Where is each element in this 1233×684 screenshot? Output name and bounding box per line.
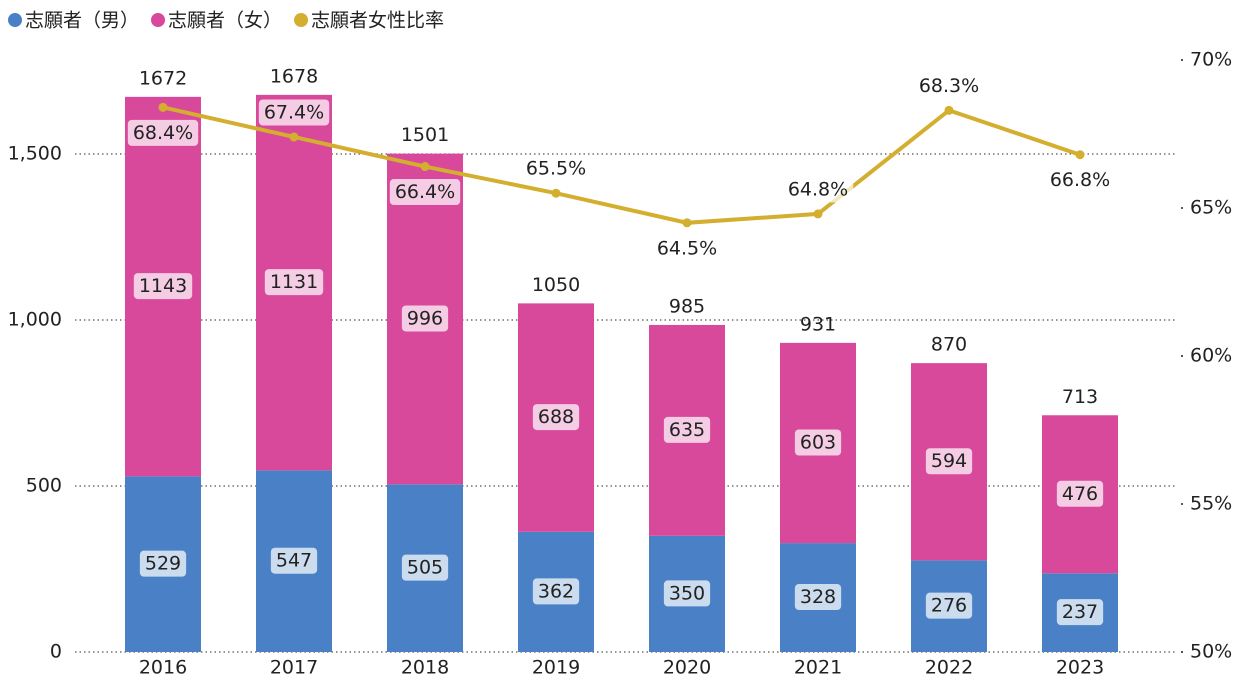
data-label: 529 [145, 553, 181, 575]
data-label: 547 [276, 550, 312, 572]
data-label: 505 [407, 557, 443, 579]
data-label: 66.8% [1050, 169, 1110, 191]
data-label: 1143 [139, 275, 187, 297]
x-tick-label: 2022 [925, 657, 973, 679]
line [162, 105, 1081, 225]
x-tick-label: 2018 [401, 657, 449, 679]
y2-tick-label: 60% [1190, 345, 1232, 367]
data-label: 350 [669, 582, 705, 604]
y-tick-label: 500 [26, 474, 62, 496]
data-label: 328 [800, 586, 836, 608]
label-box [663, 580, 711, 607]
label-box [532, 578, 580, 605]
label-box [794, 584, 842, 611]
label-box [258, 99, 330, 126]
data-label: 68.4% [133, 122, 193, 144]
data-label: 64.8% [788, 178, 848, 200]
data-label: 65.5% [526, 158, 586, 180]
label-box [651, 235, 723, 262]
legend-marker [294, 13, 309, 27]
label-box [913, 72, 985, 99]
y2-tick-label: 70% [1190, 49, 1232, 71]
line-point [944, 105, 954, 115]
y2-tick-label: 65% [1190, 197, 1232, 219]
total-label: 870 [931, 334, 967, 356]
label-box [389, 179, 461, 206]
data-label: 362 [538, 580, 574, 602]
x-tick-label: 2019 [532, 657, 580, 679]
label-box [925, 592, 973, 619]
line-point [682, 218, 692, 228]
label-box [133, 273, 193, 300]
label-box [782, 176, 854, 203]
label-box [1056, 599, 1104, 626]
total-label: 1672 [139, 67, 187, 89]
label-box [520, 155, 592, 182]
y-tick-label: 1,500 [8, 142, 62, 164]
line-point [813, 209, 823, 219]
total-label: 1050 [532, 274, 580, 296]
label-box [270, 547, 318, 574]
legend-label: 志願者女性比率 [311, 10, 444, 32]
data-label: 67.4% [264, 101, 324, 123]
total-label: 931 [800, 313, 836, 335]
data-label: 276 [931, 595, 967, 617]
legend-label: 志願者（女） [168, 10, 282, 32]
label-box [794, 429, 842, 456]
line-point [420, 162, 430, 172]
data-label: 476 [1062, 483, 1098, 505]
legend-marker [8, 13, 22, 27]
x-tick-label: 2021 [794, 657, 842, 679]
x-tick-label: 2016 [139, 657, 187, 679]
data-label: 64.5% [657, 237, 717, 259]
total-label: 713 [1062, 386, 1098, 408]
x-tick-label: 2020 [663, 657, 711, 679]
legend-label: 志願者（男） [25, 10, 139, 32]
label-box [925, 448, 973, 475]
x-tick-label: 2017 [270, 657, 318, 679]
y-tick-label: 0 [50, 641, 62, 663]
label-box [401, 305, 449, 332]
label-box [139, 550, 187, 577]
data-label: 635 [669, 419, 705, 441]
data-label: 603 [800, 431, 836, 453]
label-box [264, 269, 324, 296]
label-box [127, 119, 199, 146]
legend-marker [151, 13, 166, 27]
data-label: 1131 [270, 271, 318, 293]
data-label: 68.3% [919, 75, 979, 97]
label-box [1056, 480, 1104, 507]
label-box [1044, 167, 1116, 194]
line-point [289, 132, 299, 142]
label-box [663, 416, 711, 443]
line-point [551, 188, 561, 198]
data-label: 688 [538, 406, 574, 428]
label-box [401, 554, 449, 581]
total-label: 1501 [401, 124, 449, 146]
data-label: 237 [1062, 601, 1098, 623]
y2-tick-label: 55% [1190, 493, 1232, 515]
line-point [1075, 150, 1085, 160]
data-label: 66.4% [395, 181, 455, 203]
data-label: 594 [931, 450, 967, 472]
data-label: 996 [407, 307, 443, 329]
total-label: 985 [669, 295, 705, 317]
x-tick-label: 2023 [1056, 657, 1104, 679]
y2-tick-label: 50% [1190, 641, 1232, 663]
total-label: 1678 [270, 65, 318, 87]
label-box [532, 404, 580, 431]
line-point [158, 102, 168, 112]
y-tick-label: 1,000 [8, 308, 62, 330]
